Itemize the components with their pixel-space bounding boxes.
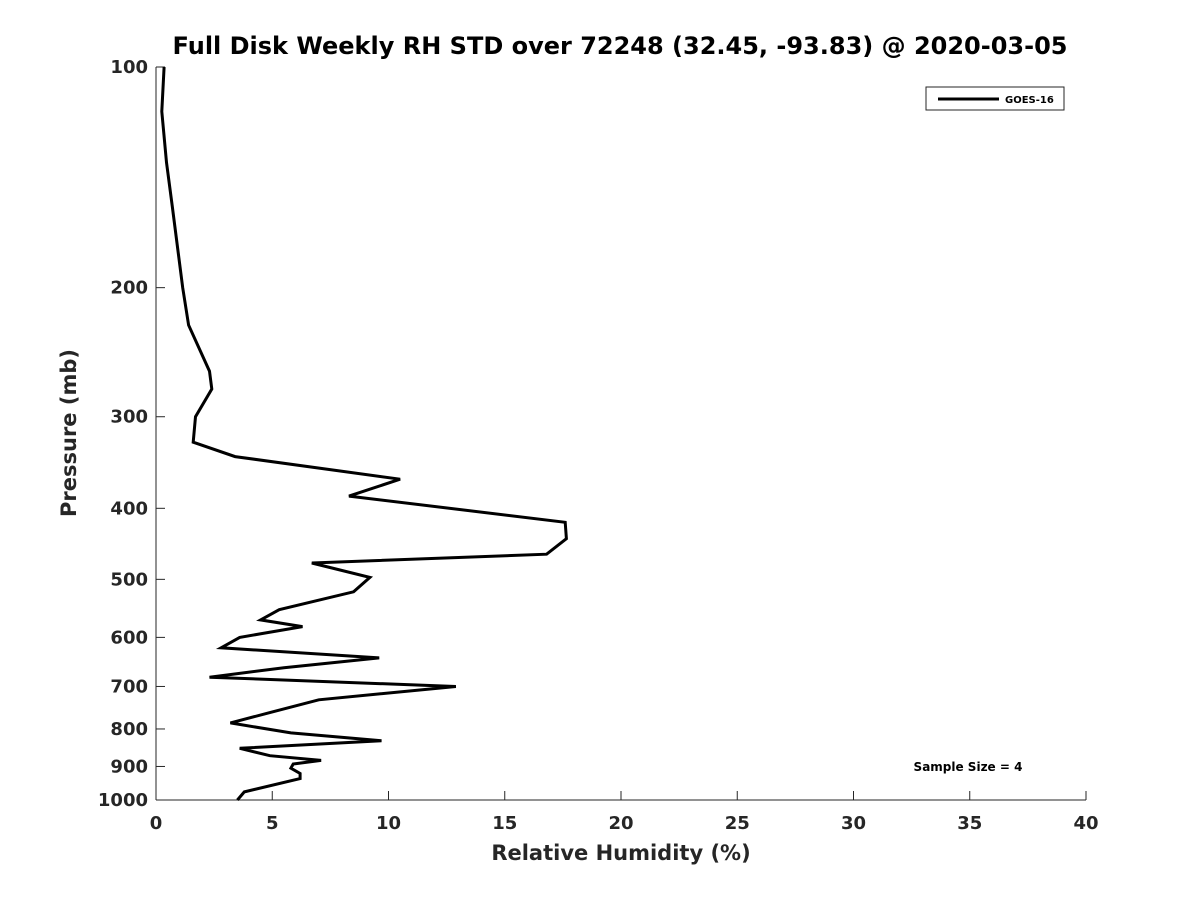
y-tick-label: 100 [110,57,148,78]
x-tick-label: 35 [957,813,982,834]
y-tick-label: 400 [110,498,148,519]
y-tick-label: 500 [110,569,148,590]
x-tick-label: 30 [841,813,866,834]
x-tick-label: 20 [608,813,633,834]
plot-area: 0 5 10 15 20 25 30 35 40 100 200 300 400 500 600 700 80… [98,57,1099,834]
x-tick-label: 0 [150,813,163,834]
x-tick-label: 40 [1073,813,1098,834]
x-tick-label: 15 [492,813,517,834]
y-tick-label: 1000 [98,790,148,811]
y-ticks: 100 200 300 400 500 600 700 800 900 1000 [98,57,165,811]
y-axis-label: Pressure (mb) [57,349,81,517]
series-line-goes-16 [160,66,568,801]
x-tick-label: 5 [266,813,279,834]
y-tick-label: 800 [110,719,148,740]
x-tick-label: 10 [376,813,401,834]
series-layer [160,66,568,801]
sample-size-annotation: Sample Size = 4 [914,760,1023,774]
x-ticks: 0 5 10 15 20 25 30 35 40 [150,791,1099,834]
legend-label-goes-16: GOES-16 [1005,95,1054,106]
y-tick-label: 200 [110,278,148,299]
legend: GOES-16 [925,86,1065,111]
x-tick-label: 25 [725,813,750,834]
y-tick-label: 600 [110,627,148,648]
y-tick-label: 900 [110,756,148,777]
x-axis-label: Relative Humidity (%) [491,841,750,865]
y-tick-label: 700 [110,676,148,697]
chart-title: Full Disk Weekly RH STD over 72248 (32.4… [173,32,1068,60]
y-tick-label: 300 [110,407,148,428]
